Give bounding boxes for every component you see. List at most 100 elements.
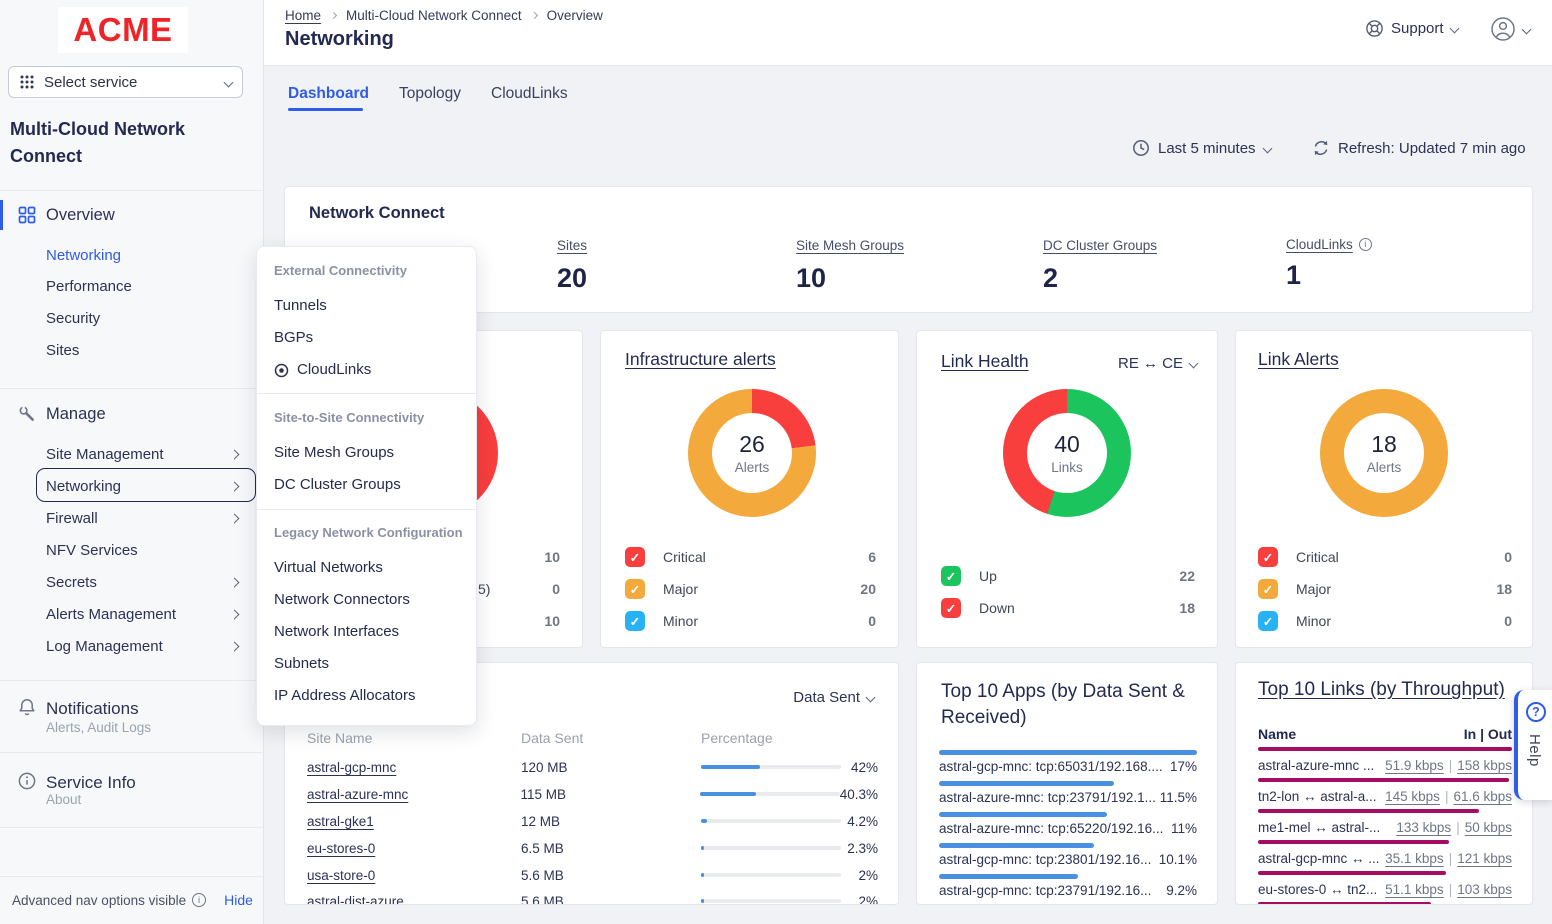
breadcrumb-separator-icon xyxy=(329,11,338,20)
site-name-link[interactable]: usa-store-0 xyxy=(307,867,376,883)
checkbox-down[interactable]: ✓ xyxy=(941,598,961,618)
out-throughput-link[interactable]: 121 kbps xyxy=(1457,850,1512,866)
focus-ring xyxy=(36,468,256,502)
legend-row-critical: ✓ Critical 0 xyxy=(1258,546,1512,568)
tab-cloudlinks[interactable]: CloudLinks xyxy=(491,85,568,102)
checkbox-critical[interactable]: ✓ xyxy=(1258,547,1278,567)
refresh-control[interactable]: Refresh: Updated 7 min ago xyxy=(1312,139,1526,157)
breadcrumb-mcnc[interactable]: Multi-Cloud Network Connect xyxy=(346,8,522,23)
out-throughput-link[interactable]: 103 kbps xyxy=(1457,881,1512,897)
checkbox-minor[interactable]: ✓ xyxy=(625,611,645,631)
sort-by-dropdown[interactable]: Data Sent xyxy=(793,689,876,706)
flyout-item-site-mesh-groups[interactable]: Site Mesh Groups xyxy=(274,444,395,461)
check-icon: ✓ xyxy=(629,614,641,629)
flyout-item-cloudlinks[interactable]: CloudLinks xyxy=(274,359,371,381)
service-selector[interactable]: Select service xyxy=(8,66,243,98)
sidebar-item-notifications[interactable]: Notifications xyxy=(46,699,139,718)
user-menu[interactable] xyxy=(1490,16,1532,42)
flyout-item-dc-cluster-groups[interactable]: DC Cluster Groups xyxy=(274,476,401,493)
in-throughput-link[interactable]: 133 kbps xyxy=(1396,819,1452,835)
in-throughput-link[interactable]: 51.9 kbps xyxy=(1385,757,1444,773)
app-row: astral-gcp-mnc: tcp:23791/192.16... 9.2% xyxy=(939,880,1197,900)
sidebar-item-performance[interactable]: Performance xyxy=(46,278,132,295)
time-range-selector[interactable]: Last 5 minutes xyxy=(1132,139,1273,157)
help-tab[interactable]: ? Help xyxy=(1514,690,1552,800)
sidebar-item-nfv-services[interactable]: NFV Services xyxy=(46,539,238,561)
link-alerts-title-link[interactable]: Link Alerts xyxy=(1258,349,1339,369)
notifications-sublabel: Alerts, Audit Logs xyxy=(46,720,152,735)
divider xyxy=(0,827,264,828)
flyout-section-external-connectivity: External Connectivity xyxy=(274,263,407,278)
sidebar-item-site-management[interactable]: Site Management xyxy=(46,443,240,465)
in-throughput-link[interactable]: 51.1 kbps xyxy=(1385,881,1444,897)
percentage-value: 2.3% xyxy=(847,840,878,856)
tab-topology[interactable]: Topology xyxy=(399,85,462,102)
app-row: astral-gcp-mnc: tcp:65031/192.168.... 17… xyxy=(939,756,1197,776)
legend-value: 6 xyxy=(868,549,876,565)
support-label: Support xyxy=(1391,20,1444,37)
site-name-link[interactable]: astral-gke1 xyxy=(307,813,374,829)
bell-icon xyxy=(19,699,35,716)
sidebar-section-manage[interactable]: Manage xyxy=(46,405,106,423)
link-name: eu-stores-0 ↔ tn2... xyxy=(1258,881,1378,897)
stat-site-mesh-groups-link[interactable]: Site Mesh Groups xyxy=(796,238,905,253)
support-menu[interactable]: Support xyxy=(1365,19,1459,38)
link-health-title-link[interactable]: Link Health xyxy=(941,351,1029,371)
checkbox-up[interactable]: ✓ xyxy=(941,566,961,586)
checkbox-critical[interactable]: ✓ xyxy=(625,547,645,567)
app-bar xyxy=(939,843,1197,848)
flyout-item-virtual-networks[interactable]: Virtual Networks xyxy=(274,559,383,576)
sidebar-item-security[interactable]: Security xyxy=(46,310,101,327)
breadcrumb-home[interactable]: Home xyxy=(285,8,322,23)
percentage-bar xyxy=(701,819,841,823)
sidebar-item-service-info[interactable]: Service Info xyxy=(46,773,136,792)
infrastructure-alerts-title-link[interactable]: Infrastructure alerts xyxy=(625,349,776,369)
link-row: eu-stores-0 ↔ tn2... 51.1 kbps | 103 kbp… xyxy=(1258,879,1512,899)
link-row: astral-gcp-mnc ↔ ... 35.1 kbps | 121 kbp… xyxy=(1258,848,1512,868)
site-name-link[interactable]: astral-azure-mnc xyxy=(307,786,409,802)
in-throughput-link[interactable]: 145 kbps xyxy=(1385,788,1440,804)
sidebar-section-overview[interactable]: Overview xyxy=(46,206,115,224)
column-name: Name xyxy=(1258,726,1297,742)
stat-sites-link[interactable]: Sites xyxy=(557,238,588,253)
out-throughput-link[interactable]: 158 kbps xyxy=(1457,757,1512,773)
link-health-filter[interactable]: RE ↔ CE xyxy=(1118,355,1199,372)
legend-row-down: ✓ Down 18 xyxy=(941,597,1195,619)
site-name-link[interactable]: astral-gcp-mnc xyxy=(307,759,397,775)
stat-dc-cluster-groups-link[interactable]: DC Cluster Groups xyxy=(1043,238,1158,253)
flyout-item-ip-address-allocators[interactable]: IP Address Allocators xyxy=(274,687,416,704)
flyout-item-bgps[interactable]: BGPs xyxy=(274,329,314,346)
app-label: astral-gcp-mnc: tcp:65031/192.168.... xyxy=(939,758,1163,774)
out-throughput-link[interactable]: 61.6 kbps xyxy=(1453,788,1512,804)
sidebar-item-secrets[interactable]: Secrets xyxy=(46,571,240,593)
sidebar-item-manage-networking[interactable]: Networking xyxy=(46,475,240,497)
link-row: me1-mel ↔ astral-... 133 kbps | 50 kbps xyxy=(1258,817,1512,837)
legend-value: 0 xyxy=(1504,549,1512,565)
info-icon[interactable]: i xyxy=(1358,238,1372,251)
hide-nav-link[interactable]: Hide xyxy=(224,892,253,908)
checkbox-minor[interactable]: ✓ xyxy=(1258,611,1278,631)
in-throughput-link[interactable]: 35.1 kbps xyxy=(1385,850,1444,866)
sidebar-item-log-management[interactable]: Log Management xyxy=(46,635,240,657)
sidebar-item-networking[interactable]: Networking xyxy=(46,247,122,264)
checkbox-major[interactable]: ✓ xyxy=(625,579,645,599)
top-links-title-link[interactable]: Top 10 Links (by Throughput) xyxy=(1258,679,1505,700)
app-grid-icon xyxy=(20,75,34,89)
stat-cloudlinks-link[interactable]: CloudLinks xyxy=(1286,237,1353,252)
checkbox-major[interactable]: ✓ xyxy=(1258,579,1278,599)
flyout-item-tunnels[interactable]: Tunnels xyxy=(274,297,327,314)
column-site-name: Site Name xyxy=(307,730,373,746)
sidebar-item-firewall[interactable]: Firewall xyxy=(46,507,240,529)
sidebar-item-alerts-management[interactable]: Alerts Management xyxy=(46,603,240,625)
tab-dashboard[interactable]: Dashboard xyxy=(288,85,369,102)
flyout-item-subnets[interactable]: Subnets xyxy=(274,655,330,672)
table-row: usa-store-0 5.6 MB 2% xyxy=(307,864,878,886)
flyout-item-network-interfaces[interactable]: Network Interfaces xyxy=(274,623,400,640)
site-name-link[interactable]: eu-stores-0 xyxy=(307,840,376,856)
percentage-bar xyxy=(701,846,841,850)
out-throughput-link[interactable]: 50 kbps xyxy=(1464,819,1512,835)
sidebar-item-sites[interactable]: Sites xyxy=(46,342,80,359)
sidebar-item-label: Secrets xyxy=(46,573,97,591)
app-row: astral-azure-mnc: tcp:23791/192.1... 11.… xyxy=(939,787,1197,807)
flyout-item-network-connectors[interactable]: Network Connectors xyxy=(274,591,410,608)
